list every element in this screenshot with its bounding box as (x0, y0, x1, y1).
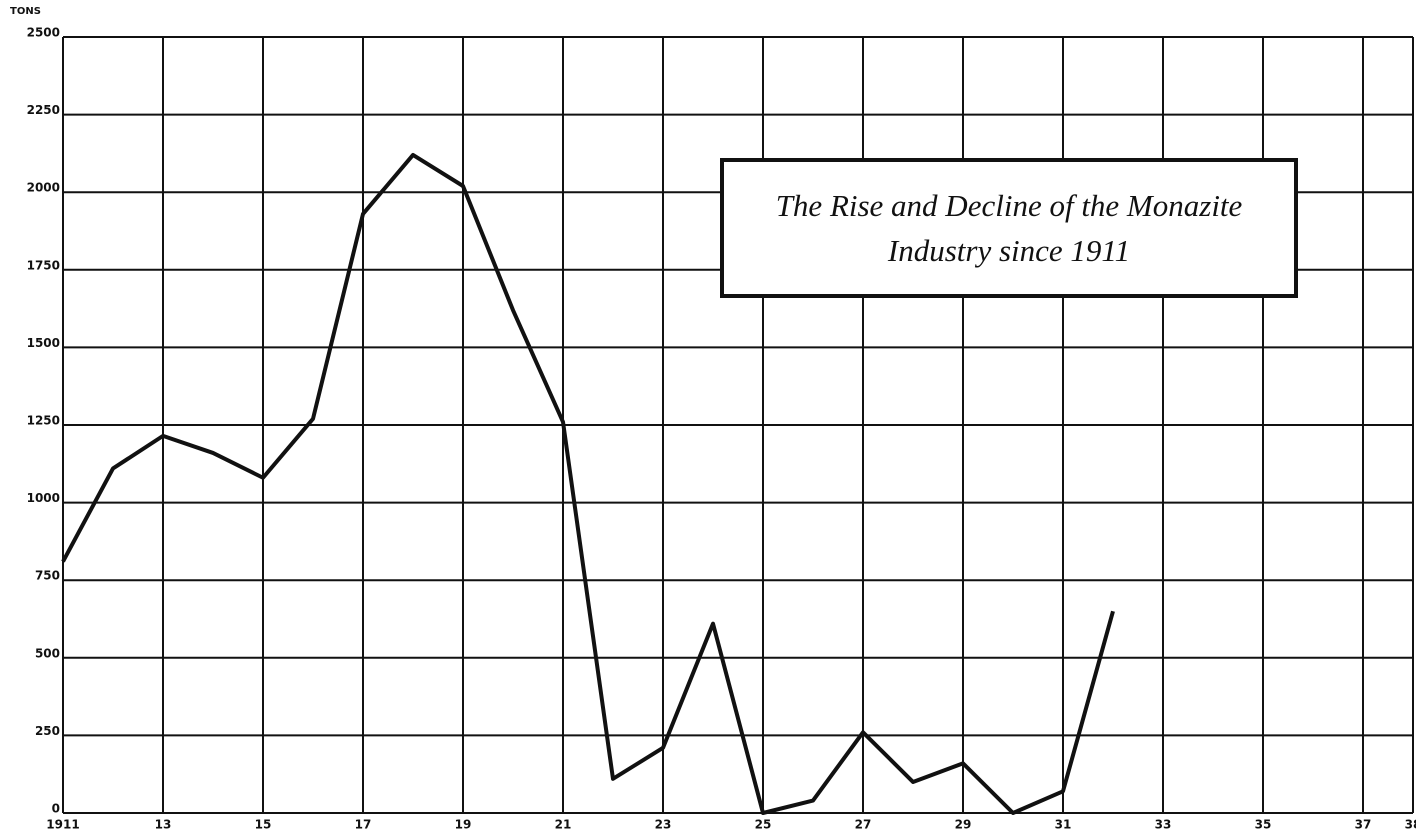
x-tick-label: 21 (555, 818, 572, 832)
x-tick-label: 29 (955, 818, 972, 832)
y-axis-label: TONS (10, 6, 41, 17)
x-tick-label: 15 (255, 818, 272, 832)
x-tick-label: 27 (855, 818, 872, 832)
y-tick-label: 2000 (27, 181, 60, 195)
x-tick-label: 31 (1055, 818, 1072, 832)
y-tick-label: 2250 (27, 103, 60, 117)
x-tick-label: 35 (1255, 818, 1272, 832)
x-tick-label: 13 (155, 818, 172, 832)
x-tick-label: 33 (1155, 818, 1172, 832)
y-tick-label: 0 (52, 802, 60, 816)
x-tick-label: 1911 (46, 818, 79, 832)
y-tick-label: 750 (35, 569, 60, 583)
y-tick-label: 1000 (27, 491, 60, 505)
y-tick-label: 1500 (27, 336, 60, 350)
data-line (61, 152, 1115, 815)
y-tick-label: 500 (35, 646, 60, 660)
title-box: The Rise and Decline of the Monazite Ind… (720, 158, 1298, 298)
x-tick-label: 23 (655, 818, 672, 832)
x-tick-label: 37 (1355, 818, 1372, 832)
y-tick-label: 2500 (27, 26, 60, 40)
x-tick-label: 38 (1405, 818, 1416, 832)
x-tick-label: 17 (355, 818, 372, 832)
y-tick-label: 1750 (27, 258, 60, 272)
y-tick-label: 1250 (27, 414, 60, 428)
y-tick-label: 250 (35, 724, 60, 738)
x-tick-label: 19 (455, 818, 472, 832)
x-tick-label: 25 (755, 818, 772, 832)
chart-title: The Rise and Decline of the Monazite Ind… (775, 188, 1243, 268)
